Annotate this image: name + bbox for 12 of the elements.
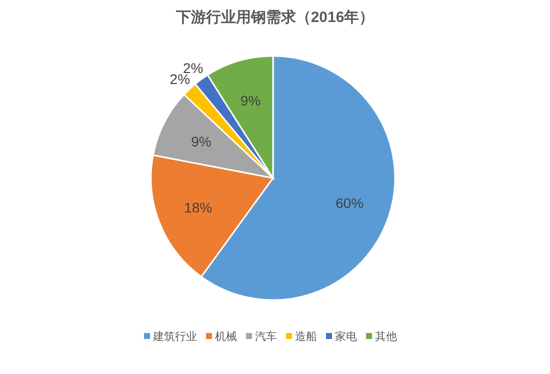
data-label: 60% [336,194,364,211]
data-label: 18% [184,200,212,216]
legend-label: 建筑行业 [152,330,197,343]
data-label: 9% [191,133,212,150]
legend-label: 家电 [335,330,357,343]
data-label: 9% [240,92,261,109]
legend-label: 机械 [215,330,237,343]
legend-label: 汽车 [255,330,277,343]
chart-title: 下游行业用钢需求（2016年） [174,9,374,26]
data-label: 2% [182,60,204,76]
legend-label: 造船 [295,330,317,343]
legend-label: 其他 [375,330,397,343]
